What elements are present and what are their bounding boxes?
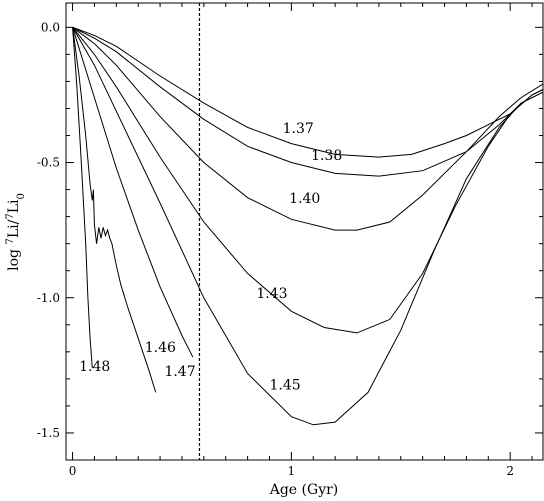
- axis-ticks: 0.0 -0.5 -1.0 -1.5 0 1 2: [37, 3, 543, 478]
- series-line-1-45: [72, 27, 544, 426]
- curve-label-1-37: 1.37: [283, 121, 314, 137]
- curve-label-1-48: 1.48: [79, 359, 110, 375]
- y-axis-title: log 7Li/7Li0: [5, 193, 27, 271]
- curve-label-1-38: 1.38: [311, 148, 342, 164]
- series-line-1-38: [72, 26, 544, 177]
- x-tick-label: 0: [69, 464, 77, 478]
- y-tick-label: -0.5: [37, 156, 60, 170]
- y-tick-label: 0.0: [41, 20, 60, 34]
- curve-label-1-45: 1.45: [269, 378, 300, 394]
- curve-labels: 1.37 1.38 1.40 1.43 1.45 1.46 1.47 1.48: [79, 121, 342, 394]
- series-line-1-40: [72, 26, 544, 231]
- series-line-1-37: [72, 26, 544, 158]
- curve-label-1-46: 1.46: [145, 340, 176, 356]
- curve-label-1-40: 1.40: [289, 191, 320, 207]
- plot-frame: [65, 2, 544, 461]
- series-line-1-47: [72, 27, 157, 393]
- x-axis-title: Age (Gyr): [269, 482, 339, 498]
- curve-label-1-47: 1.47: [164, 364, 195, 380]
- series-line-1-46: [72, 27, 194, 358]
- plot-area: [72, 3, 544, 460]
- series-line-1-48: [72, 27, 93, 369]
- x-tick-label: 2: [506, 464, 514, 478]
- series-line-1-43: [72, 26, 544, 334]
- y-tick-label: -1.0: [37, 291, 60, 305]
- curve-label-1-43: 1.43: [256, 286, 287, 302]
- y-tick-label: -1.5: [37, 426, 60, 440]
- x-tick-label: 1: [288, 464, 296, 478]
